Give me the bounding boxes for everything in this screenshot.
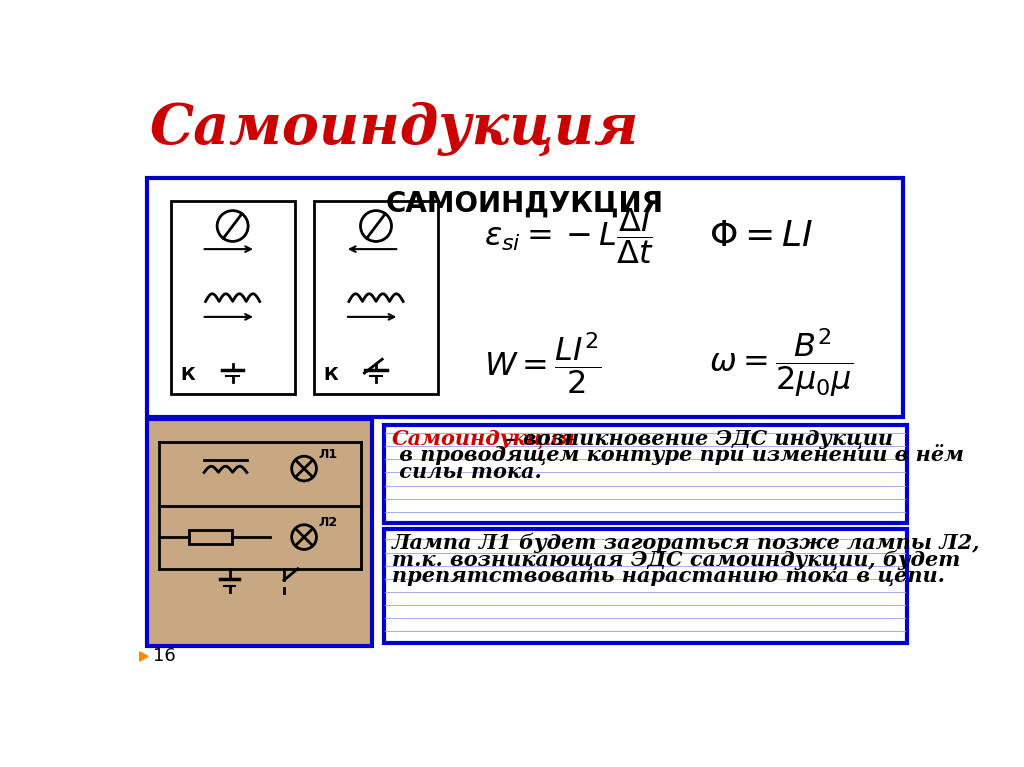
Text: Самоиндукция: Самоиндукция xyxy=(150,101,639,156)
Bar xyxy=(147,420,372,647)
Text: К: К xyxy=(324,366,338,384)
Bar xyxy=(147,178,903,417)
Text: силы тока.: силы тока. xyxy=(391,463,542,482)
Polygon shape xyxy=(139,652,148,661)
Text: Л1: Л1 xyxy=(318,448,337,461)
Text: препятствовать нарастанию тока в цепи.: препятствовать нарастанию тока в цепи. xyxy=(391,566,944,586)
Text: 16: 16 xyxy=(153,647,175,666)
Text: $W=\dfrac{LI^2}{2}$: $W=\dfrac{LI^2}{2}$ xyxy=(484,331,602,396)
Bar xyxy=(384,528,907,643)
Text: т.к. возникающая ЭДС самоиндукции, будет: т.к. возникающая ЭДС самоиндукции, будет xyxy=(391,549,959,570)
Bar xyxy=(384,425,907,523)
Text: Л2: Л2 xyxy=(318,516,337,529)
Text: – возникновение ЭДС индукции: – возникновение ЭДС индукции xyxy=(499,429,894,449)
Text: $\Phi = LI$: $\Phi = LI$ xyxy=(710,219,814,253)
Bar xyxy=(189,530,231,544)
Text: Лампа Л1 будет загораться позже лампы Л2,: Лампа Л1 будет загораться позже лампы Л2… xyxy=(391,532,980,553)
Text: Самоиндукция: Самоиндукция xyxy=(391,429,575,449)
Text: К: К xyxy=(180,366,195,384)
Bar xyxy=(171,202,295,394)
Text: $\omega=\dfrac{B^2}{2\mu_0\mu}$: $\omega=\dfrac{B^2}{2\mu_0\mu}$ xyxy=(710,327,854,400)
Text: САМОИНДУКЦИЯ: САМОИНДУКЦИЯ xyxy=(386,189,664,218)
Bar xyxy=(314,202,438,394)
Text: в проводящем контуре при изменении в нём: в проводящем контуре при изменении в нём xyxy=(391,445,964,466)
Text: $\varepsilon_{si}=-L\dfrac{\Delta I}{\Delta t}$: $\varepsilon_{si}=-L\dfrac{\Delta I}{\De… xyxy=(484,206,654,266)
